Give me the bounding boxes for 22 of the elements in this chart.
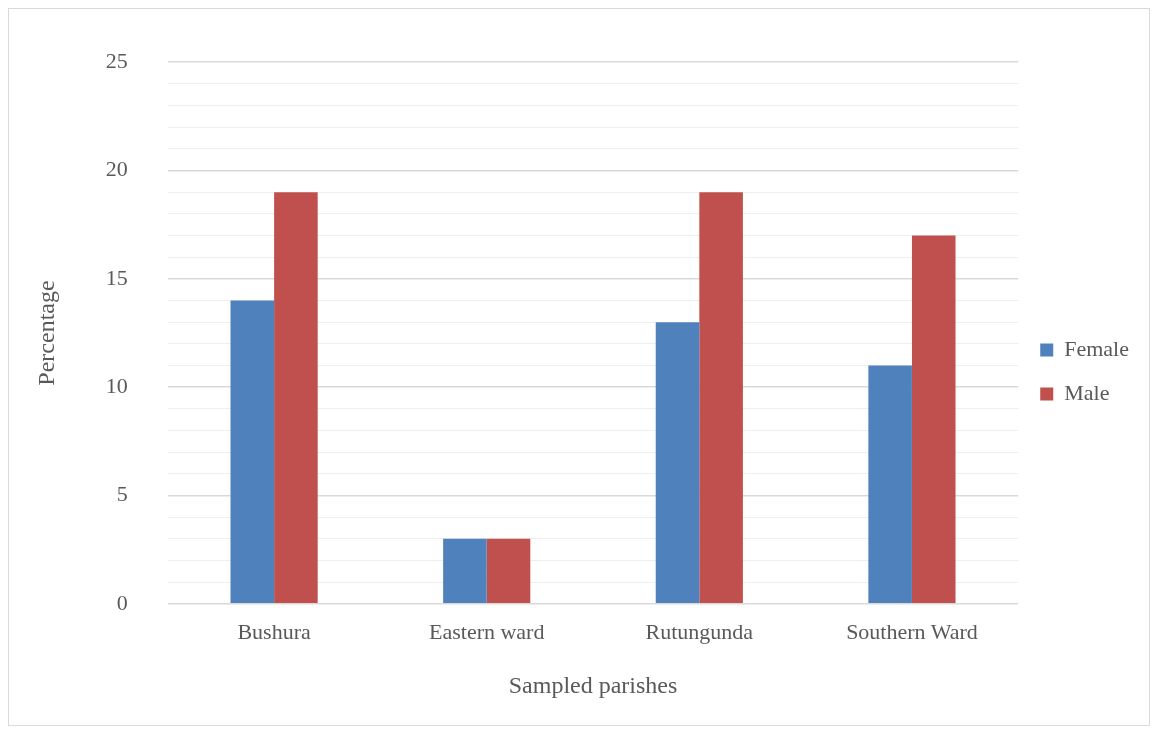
y-tick-label: 20 — [105, 156, 128, 182]
bar — [274, 192, 318, 604]
y-tick-label: 5 — [116, 481, 128, 507]
y-tick-label: 25 — [105, 47, 128, 73]
x-tick-label: Bushura — [237, 618, 311, 644]
legend-label: Male — [1064, 379, 1110, 405]
bar — [230, 300, 275, 604]
bar — [868, 365, 912, 604]
y-tick-label: 15 — [105, 264, 128, 290]
bar — [655, 322, 700, 604]
y-tick-label: 10 — [105, 372, 128, 398]
bar — [443, 538, 487, 604]
bar — [486, 538, 531, 604]
x-axis-title: Sampled parishes — [508, 671, 678, 698]
x-tick-label: Rutungunda — [645, 618, 754, 644]
x-tick-label: Southern Ward — [846, 618, 978, 644]
x-tick-label: Eastern ward — [428, 618, 545, 644]
y-axis-title: Percentage — [32, 280, 59, 386]
bar — [699, 192, 743, 604]
legend-label: Female — [1064, 335, 1130, 361]
y-tick-label: 0 — [116, 589, 128, 615]
bar — [911, 235, 956, 604]
